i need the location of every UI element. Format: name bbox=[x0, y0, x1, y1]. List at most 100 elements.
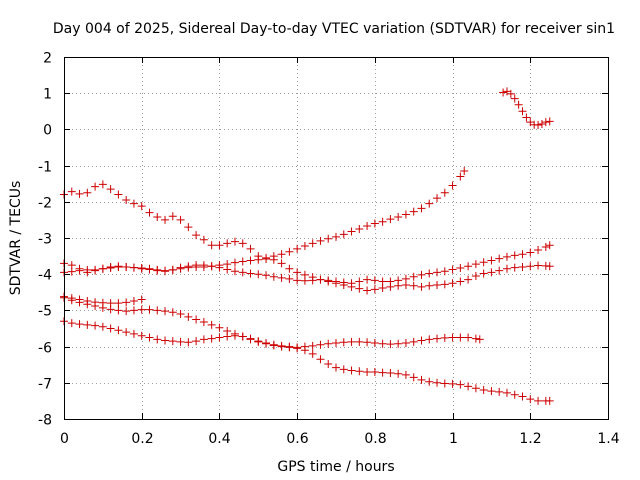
series-track-5 bbox=[60, 317, 484, 352]
data-point bbox=[184, 263, 193, 272]
x-tick-label: 0.2 bbox=[131, 431, 153, 447]
data-point bbox=[526, 248, 535, 257]
data-point bbox=[215, 241, 224, 250]
data-point bbox=[456, 380, 465, 389]
data-point bbox=[114, 306, 123, 315]
series-track-7 bbox=[499, 87, 554, 130]
data-point bbox=[199, 317, 208, 326]
data-point bbox=[106, 324, 115, 333]
data-point bbox=[401, 210, 410, 219]
data-point bbox=[433, 281, 442, 290]
data-point bbox=[215, 323, 224, 332]
data-point bbox=[332, 232, 340, 241]
data-point bbox=[456, 172, 465, 181]
data-point bbox=[378, 368, 387, 377]
data-point bbox=[207, 262, 216, 271]
data-point bbox=[176, 310, 185, 319]
data-point bbox=[176, 215, 185, 224]
data-point bbox=[184, 338, 193, 347]
data-point bbox=[98, 322, 107, 331]
x-tick-label: 0 bbox=[60, 431, 69, 447]
x-tick-label: 0.6 bbox=[286, 431, 308, 447]
data-point bbox=[394, 213, 403, 222]
data-point bbox=[293, 343, 302, 352]
data-point bbox=[339, 230, 348, 239]
data-point bbox=[386, 282, 395, 291]
y-tick-label: -5 bbox=[38, 304, 52, 320]
data-point bbox=[401, 281, 410, 290]
data-point bbox=[347, 337, 356, 346]
data-point bbox=[324, 277, 333, 286]
data-point bbox=[238, 268, 247, 277]
data-point bbox=[129, 306, 138, 315]
data-point bbox=[464, 262, 473, 271]
data-point bbox=[199, 335, 208, 344]
data-point bbox=[460, 167, 469, 176]
x-tick-label: 1.4 bbox=[597, 431, 619, 447]
data-point bbox=[502, 252, 511, 261]
data-point bbox=[541, 243, 550, 252]
data-point bbox=[394, 369, 403, 378]
data-point bbox=[448, 279, 457, 288]
data-point bbox=[479, 269, 488, 278]
data-point bbox=[262, 253, 271, 262]
data-point bbox=[433, 378, 442, 387]
data-point bbox=[386, 369, 395, 378]
data-point bbox=[168, 212, 177, 221]
data-point bbox=[417, 336, 426, 345]
data-point bbox=[456, 264, 465, 273]
data-point bbox=[192, 231, 201, 240]
data-point bbox=[347, 366, 356, 375]
data-point bbox=[440, 333, 449, 342]
data-point bbox=[161, 266, 170, 275]
data-point bbox=[277, 259, 286, 268]
data-point bbox=[137, 305, 146, 314]
data-point bbox=[230, 331, 239, 340]
data-point bbox=[545, 262, 554, 271]
data-point bbox=[67, 187, 76, 196]
data-point bbox=[417, 204, 426, 213]
data-point bbox=[448, 333, 457, 342]
y-axis-label: SDTVAR / TECUs bbox=[8, 181, 24, 296]
data-point bbox=[409, 337, 418, 346]
data-point bbox=[425, 269, 434, 278]
data-point bbox=[122, 328, 131, 337]
data-point bbox=[355, 284, 364, 293]
data-point bbox=[471, 334, 480, 343]
data-point bbox=[207, 334, 216, 343]
data-point bbox=[370, 276, 379, 285]
data-point bbox=[545, 396, 554, 405]
data-point bbox=[238, 332, 247, 341]
data-point bbox=[425, 335, 434, 344]
data-point bbox=[518, 392, 527, 401]
data-point bbox=[83, 188, 92, 197]
data-point bbox=[161, 307, 170, 316]
data-point bbox=[347, 227, 356, 236]
data-point bbox=[269, 272, 278, 281]
data-point bbox=[506, 89, 515, 98]
data-point bbox=[91, 321, 100, 330]
data-point bbox=[386, 340, 395, 349]
data-point bbox=[176, 264, 185, 273]
data-point bbox=[363, 286, 372, 295]
x-axis-label: GPS time / hours bbox=[277, 459, 394, 475]
data-point bbox=[122, 195, 131, 204]
x-tick-labels: 0 0.2 0.4 0.6 0.8 1 1.2 1.4 bbox=[60, 431, 620, 447]
data-point bbox=[238, 239, 247, 248]
y-tick-label: -7 bbox=[38, 377, 52, 393]
data-point bbox=[145, 264, 154, 273]
data-point bbox=[545, 117, 554, 126]
data-point bbox=[502, 388, 511, 397]
x-tick-label: 1.2 bbox=[519, 431, 541, 447]
data-point bbox=[316, 340, 325, 349]
data-point bbox=[316, 275, 325, 284]
data-point bbox=[510, 251, 519, 260]
data-point bbox=[363, 275, 372, 284]
data-point bbox=[440, 267, 449, 276]
data-point bbox=[518, 262, 527, 271]
data-point bbox=[254, 270, 263, 279]
data-point bbox=[137, 331, 146, 340]
data-point bbox=[145, 305, 154, 314]
data-point bbox=[75, 320, 84, 329]
